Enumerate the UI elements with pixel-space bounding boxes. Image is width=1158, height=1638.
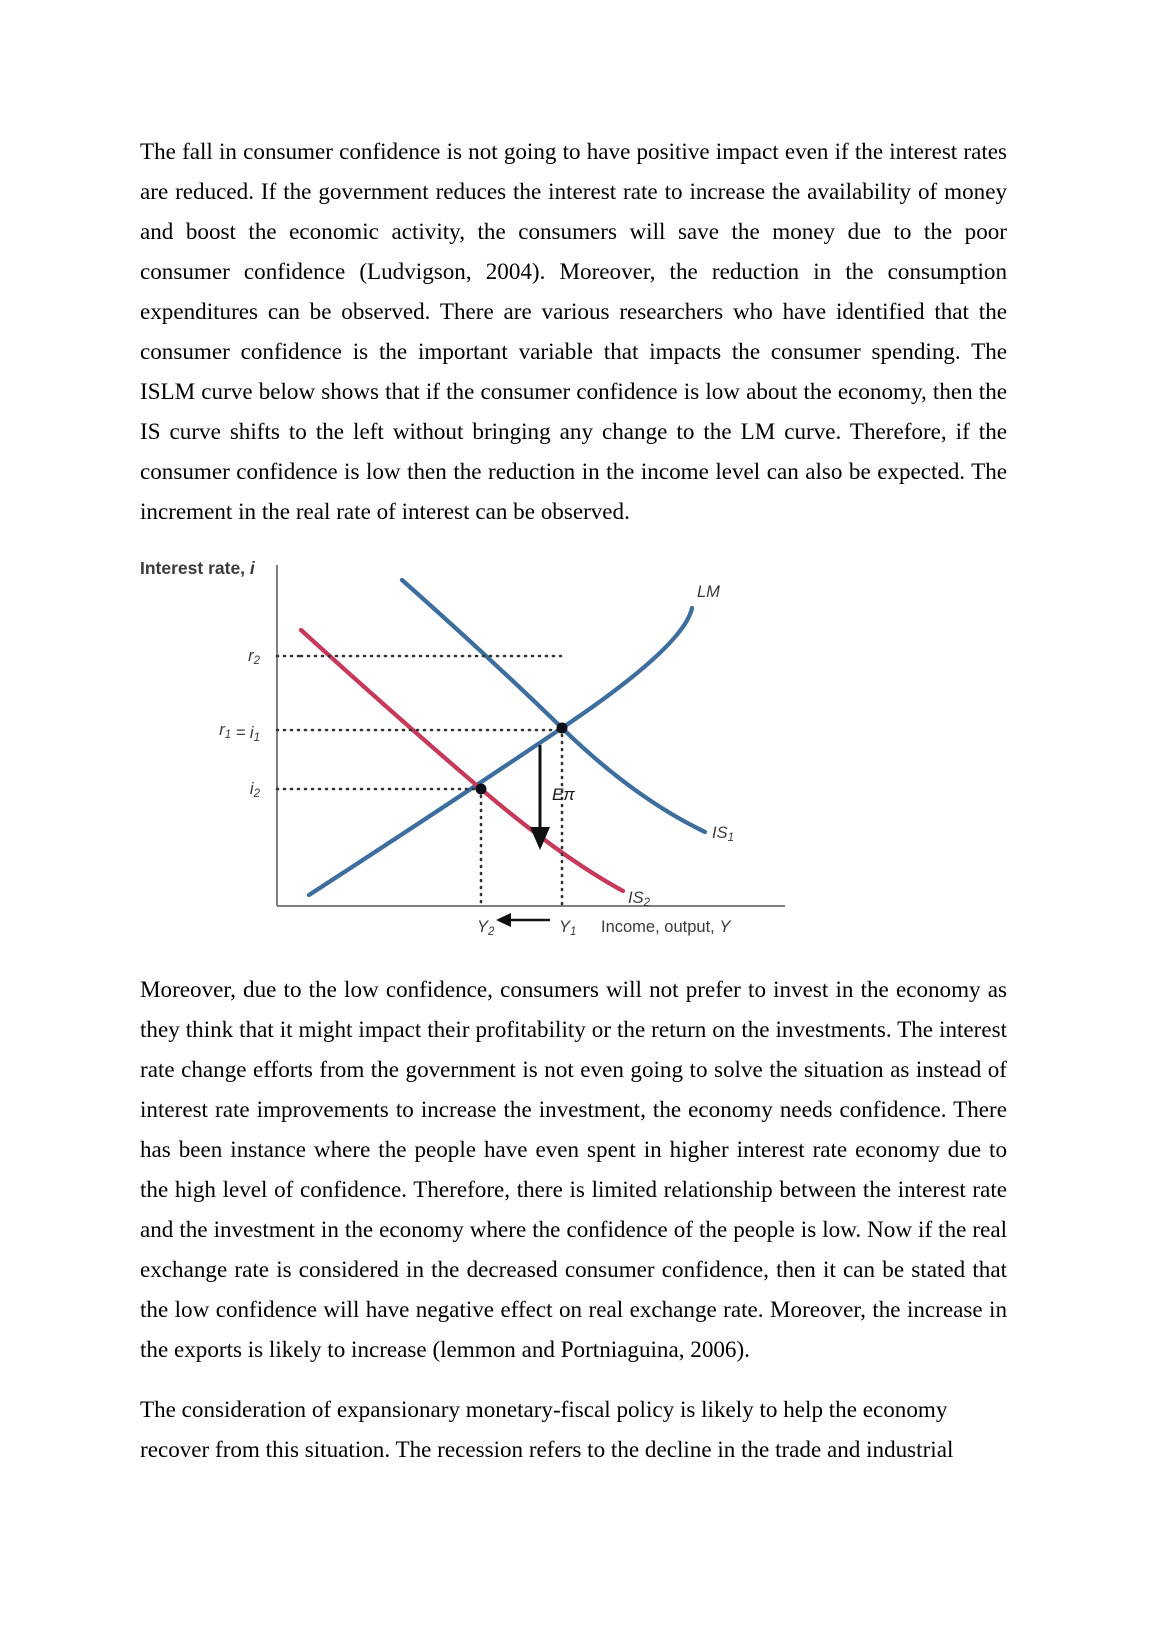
svg-text:i2: i2 — [250, 780, 261, 800]
svg-text:Y1: Y1 — [559, 918, 576, 938]
svg-text:Interest rate, i: Interest rate, i — [140, 560, 256, 578]
svg-text:r2: r2 — [248, 647, 261, 667]
svg-text:Y2: Y2 — [477, 918, 495, 938]
svg-text:IS2: IS2 — [628, 889, 651, 909]
svg-text:Income, output, Y: Income, output, Y — [601, 918, 731, 936]
svg-text:LM: LM — [697, 583, 720, 601]
svg-text:r1 = i1: r1 = i1 — [219, 721, 260, 744]
svg-text:IS1: IS1 — [712, 824, 734, 844]
svg-text:Eπ: Eπ — [552, 785, 575, 804]
